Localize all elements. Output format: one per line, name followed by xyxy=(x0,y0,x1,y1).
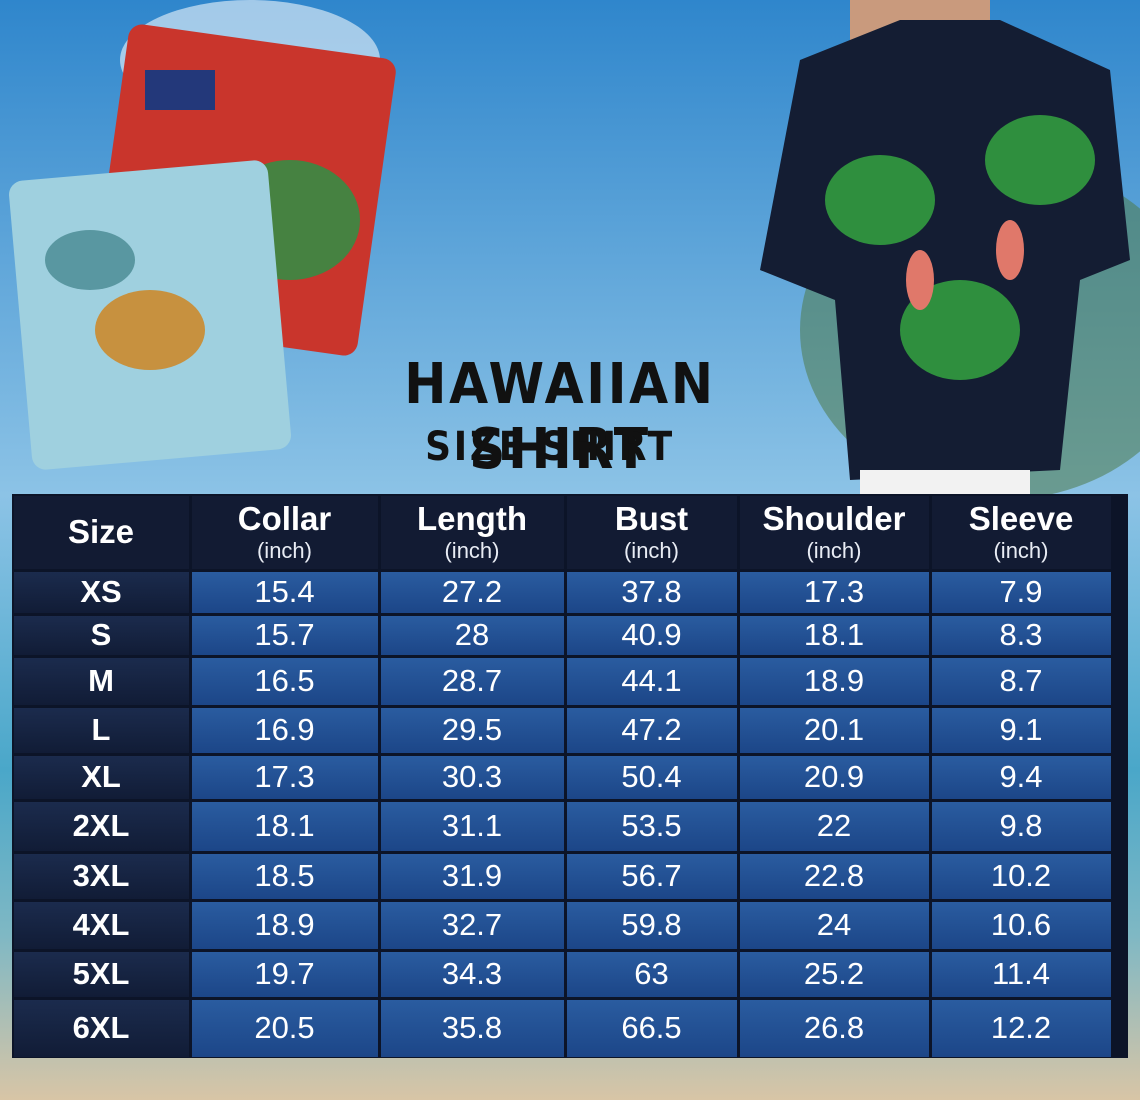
size-table: Size Collar (inch) Length (inch) Bust (inch) Sh… xyxy=(12,494,1128,1058)
size-cell: S xyxy=(13,615,189,655)
column-name: Bust xyxy=(614,500,689,537)
value-cell: 24 xyxy=(739,901,929,949)
table-row: S 15.7 28 40.9 18.1 8.3 xyxy=(12,614,1128,656)
value-cell: 20.1 xyxy=(739,707,929,753)
value-cell: 25.2 xyxy=(739,951,929,997)
table-row: 5XL 19.7 34.3 63 25.2 11.4 xyxy=(12,950,1128,998)
value-cell: 22.8 xyxy=(739,853,929,899)
column-unit: (inch) xyxy=(993,538,1049,563)
column-name: Collar xyxy=(237,500,332,537)
value-cell: 11.4 xyxy=(931,951,1111,997)
value-cell: 40.9 xyxy=(566,615,737,655)
column-name: Length xyxy=(417,500,527,537)
table-row: 3XL 18.5 31.9 56.7 22.8 10.2 xyxy=(12,852,1128,900)
value-cell: 37.8 xyxy=(566,571,737,613)
value-cell: 19.7 xyxy=(191,951,378,997)
value-cell: 47.2 xyxy=(566,707,737,753)
size-cell: 2XL xyxy=(13,801,189,851)
header-cell: Sleeve (inch) xyxy=(931,495,1111,569)
value-cell: 63 xyxy=(566,951,737,997)
size-cell: M xyxy=(13,657,189,705)
header-cell: Size xyxy=(13,495,189,569)
value-cell: 16.5 xyxy=(191,657,378,705)
value-cell: 28 xyxy=(380,615,564,655)
value-cell: 18.1 xyxy=(739,615,929,655)
value-cell: 29.5 xyxy=(380,707,564,753)
table-row: M 16.5 28.7 44.1 18.9 8.7 xyxy=(12,656,1128,706)
size-cell: XS xyxy=(13,571,189,613)
size-cell: XL xyxy=(13,755,189,799)
value-cell: 30.3 xyxy=(380,755,564,799)
value-cell: 18.1 xyxy=(191,801,378,851)
value-cell: 17.3 xyxy=(191,755,378,799)
size-cell: 5XL xyxy=(13,951,189,997)
value-cell: 32.7 xyxy=(380,901,564,949)
column-name: Shoulder xyxy=(762,500,906,537)
value-cell: 12.2 xyxy=(931,999,1111,1057)
table-row: L 16.9 29.5 47.2 20.1 9.1 xyxy=(12,706,1128,754)
value-cell: 17.3 xyxy=(739,571,929,613)
value-cell: 28.7 xyxy=(380,657,564,705)
header-row: Size Collar (inch) Length (inch) Bust (inch) Sh… xyxy=(12,494,1128,570)
value-cell: 22 xyxy=(739,801,929,851)
table-row: 4XL 18.9 32.7 59.8 24 10.6 xyxy=(12,900,1128,950)
title: HAWAIIAN SHIRT xyxy=(404,352,716,482)
value-cell: 18.9 xyxy=(191,901,378,949)
size-cell: 6XL xyxy=(13,999,189,1057)
header-cell: Collar (inch) xyxy=(191,495,378,569)
model-shirt xyxy=(760,0,1130,495)
value-cell: 18.5 xyxy=(191,853,378,899)
value-cell: 10.2 xyxy=(931,853,1111,899)
table-row: 2XL 18.1 31.1 53.5 22 9.8 xyxy=(12,800,1128,852)
header-cell: Length (inch) xyxy=(380,495,564,569)
column-unit: (inch) xyxy=(806,538,862,563)
value-cell: 31.9 xyxy=(380,853,564,899)
value-cell: 34.3 xyxy=(380,951,564,997)
value-cell: 50.4 xyxy=(566,755,737,799)
column-unit: (inch) xyxy=(256,538,312,563)
value-cell: 59.8 xyxy=(566,901,737,949)
column-name: Sleeve xyxy=(968,500,1074,537)
value-cell: 8.3 xyxy=(931,615,1111,655)
value-cell: 56.7 xyxy=(566,853,737,899)
value-cell: 31.1 xyxy=(380,801,564,851)
folded-shirts xyxy=(9,24,396,470)
value-cell: 15.4 xyxy=(191,571,378,613)
value-cell: 15.7 xyxy=(191,615,378,655)
value-cell: 26.8 xyxy=(739,999,929,1057)
table-row: 6XL 20.5 35.8 66.5 26.8 12.2 xyxy=(12,998,1128,1058)
column-unit: (inch) xyxy=(444,538,500,563)
value-cell: 27.2 xyxy=(380,571,564,613)
value-cell: 20.5 xyxy=(191,999,378,1057)
value-cell: 7.9 xyxy=(931,571,1111,613)
value-cell: 53.5 xyxy=(566,801,737,851)
column-unit: (inch) xyxy=(623,538,679,563)
column-name: Size xyxy=(67,513,135,550)
value-cell: 66.5 xyxy=(566,999,737,1057)
value-cell: 10.6 xyxy=(931,901,1111,949)
size-cell: L xyxy=(13,707,189,753)
size-cell: 3XL xyxy=(13,853,189,899)
header-cell: Shoulder (inch) xyxy=(739,495,929,569)
value-cell: 44.1 xyxy=(566,657,737,705)
value-cell: 16.9 xyxy=(191,707,378,753)
table-row: XS 15.4 27.2 37.8 17.3 7.9 xyxy=(12,570,1128,614)
value-cell: 8.7 xyxy=(931,657,1111,705)
size-cell: 4XL xyxy=(13,901,189,949)
value-cell: 20.9 xyxy=(739,755,929,799)
value-cell: 9.1 xyxy=(931,707,1111,753)
value-cell: 35.8 xyxy=(380,999,564,1057)
subtitle: SIZE SHIRT xyxy=(425,424,675,470)
table-row: XL 17.3 30.3 50.4 20.9 9.4 xyxy=(12,754,1128,800)
value-cell: 9.4 xyxy=(931,755,1111,799)
value-cell: 18.9 xyxy=(739,657,929,705)
header-cell: Bust (inch) xyxy=(566,495,737,569)
value-cell: 9.8 xyxy=(931,801,1111,851)
